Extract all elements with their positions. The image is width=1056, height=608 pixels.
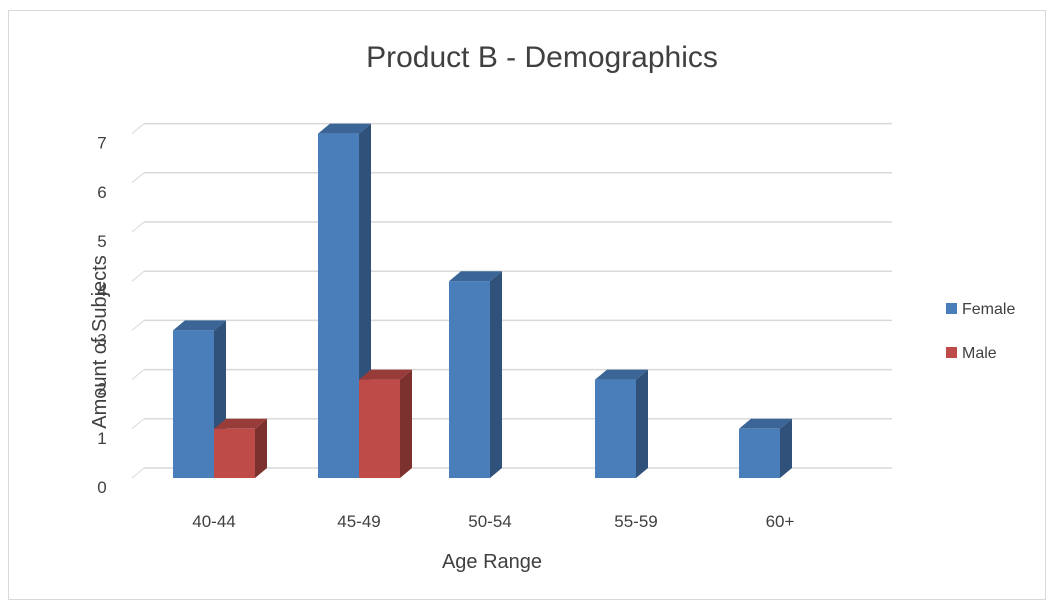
x-axis-ticks: 40-44 45-49 50-54 55-59 60+	[192, 512, 794, 531]
bar-side	[255, 418, 267, 478]
y-tick-label: 2	[97, 380, 106, 399]
bar-top	[359, 369, 412, 380]
legend-swatch-female	[946, 303, 957, 314]
y-axis-ticks: 0 1 2 3 4 5 6 7	[97, 134, 106, 497]
bar-front	[173, 330, 214, 478]
bar-top	[449, 271, 502, 282]
bar-front	[359, 379, 400, 478]
chart-title: Product B - Demographics	[366, 41, 718, 74]
bar-side	[490, 271, 502, 478]
gridline-diagonal	[131, 369, 145, 380]
legend: Female Male	[946, 301, 1015, 362]
gridlines	[131, 122, 892, 479]
x-tick-label: 60+	[766, 512, 795, 531]
bar-side	[780, 418, 792, 478]
gridline-diagonal	[131, 270, 145, 282]
x-axis-label: Age Range	[442, 551, 542, 573]
x-tick-label: 40-44	[192, 512, 235, 531]
bar-top	[739, 418, 792, 429]
y-tick-label: 0	[97, 478, 106, 497]
gridline-diagonal	[131, 172, 145, 184]
chart-frame	[8, 10, 1046, 600]
bar-front	[214, 428, 255, 478]
bar-female	[449, 271, 502, 478]
legend-label-female: Female	[962, 301, 1015, 318]
y-tick-label: 3	[97, 330, 106, 349]
gridline-diagonal	[131, 123, 145, 134]
gridline-diagonal	[131, 467, 145, 479]
bar-front	[318, 133, 359, 478]
bar-front	[449, 281, 490, 478]
x-tick-label: 55-59	[614, 512, 657, 531]
y-axis-label: Amount of Subjects	[89, 255, 111, 428]
bar-front	[595, 379, 636, 478]
bar-side	[636, 369, 648, 478]
x-tick-label: 45-49	[337, 512, 380, 531]
bar-top	[214, 418, 267, 429]
legend-swatch-male	[946, 347, 957, 358]
y-tick-label: 1	[97, 429, 106, 448]
bar-front	[739, 428, 780, 478]
gridline-diagonal	[131, 320, 145, 331]
bar-side	[400, 369, 412, 478]
y-tick-label: 5	[97, 232, 106, 251]
bar-top	[318, 123, 371, 134]
bar-top	[173, 320, 226, 331]
bars	[173, 123, 792, 478]
y-tick-label: 6	[97, 183, 106, 202]
bar-male	[359, 369, 412, 478]
bar-female	[739, 418, 792, 478]
legend-label-male: Male	[962, 345, 997, 362]
bar-top	[595, 369, 648, 380]
y-tick-label: 4	[97, 281, 106, 300]
bar-female	[595, 369, 648, 478]
y-tick-label: 7	[97, 134, 106, 153]
bar-male	[214, 418, 267, 478]
gridline-diagonal	[131, 221, 145, 233]
x-tick-label: 50-54	[468, 512, 511, 531]
gridline-diagonal	[131, 418, 145, 430]
